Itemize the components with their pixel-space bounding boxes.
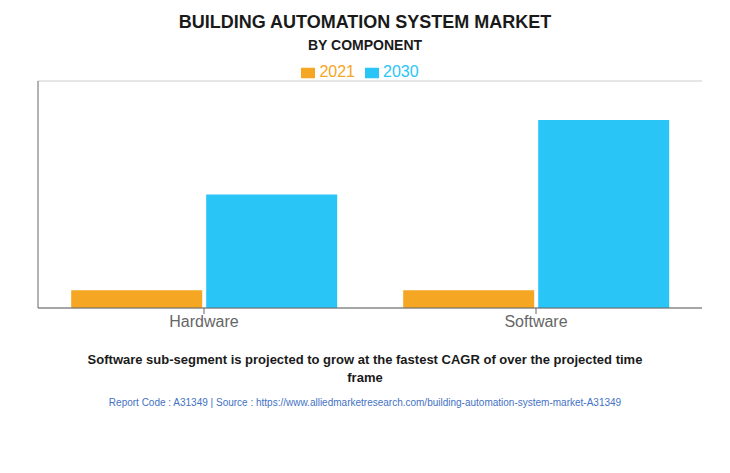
html-text:BUILDING AUTOMATION SYSTEM MAR: BUILDING AUTOMATION SYSTEM MARKET xyxy=(178,12,552,32)
html-text:Software sub-segment is projec: Software sub-segment is projected to gro… xyxy=(87,352,643,367)
svg-text:Software: Software xyxy=(504,313,567,330)
html-text:Report Code : A31349 | Source: Report Code : A31349 | Source : https://… xyxy=(108,397,622,409)
html-text:BY COMPONENT: BY COMPONENT xyxy=(308,37,422,53)
html-text:2030: 2030 xyxy=(383,63,419,80)
svg-text:Hardware: Hardware xyxy=(169,313,238,330)
html-text:frame: frame xyxy=(347,370,383,386)
html-text:2021: 2021 xyxy=(319,63,355,80)
